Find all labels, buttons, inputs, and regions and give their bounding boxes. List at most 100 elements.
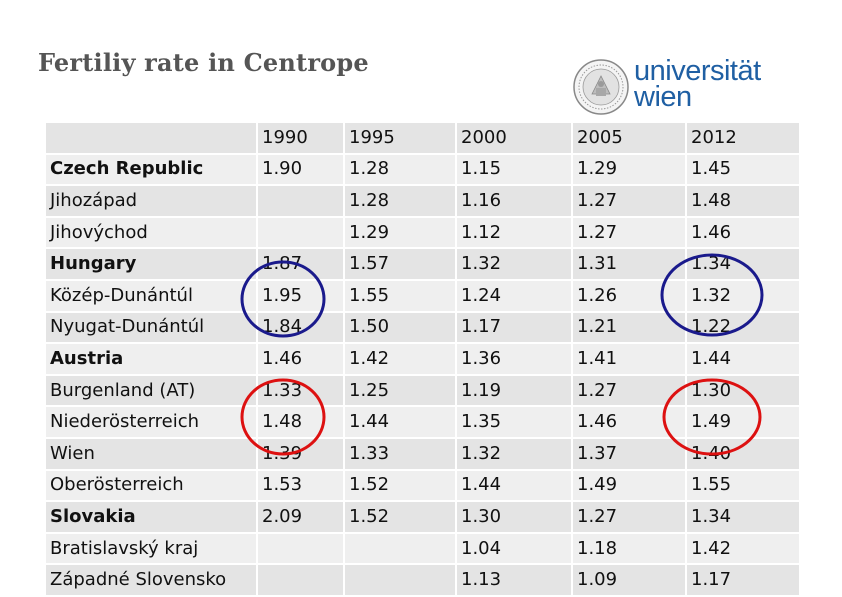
fertility-value-cell: 1.29 — [571, 152, 687, 187]
header-cell-year: 2000 — [455, 121, 573, 155]
fertility-value-cell: 1.46 — [571, 405, 687, 439]
table-row: Burgenland (AT) 1.33 1.25 1.19 1.27 1.30 — [44, 373, 801, 408]
fertility-value-cell: 1.50 — [343, 310, 457, 345]
fertility-table: 1990 1995 2000 2005 2012 Czech Republic 1.90 1.… — [44, 121, 801, 597]
region-label: Jihovýchod — [44, 215, 258, 250]
fertility-value-cell — [256, 563, 345, 597]
fertility-value-cell: 1.55 — [343, 278, 457, 313]
fertility-value-cell: 1.28 — [343, 184, 457, 218]
fertility-value-cell: 1.16 — [455, 184, 573, 218]
table-row: Nyugat-Dunántúl 1.84 1.50 1.17 1.21 1.22 — [44, 310, 801, 345]
fertility-value-cell: 1.52 — [343, 500, 457, 534]
fertility-value-cell — [343, 563, 457, 597]
table-row: Niederösterreich 1.48 1.44 1.35 1.46 1.49 — [44, 405, 801, 439]
fertility-value-cell: 1.41 — [571, 342, 687, 376]
region-label: Nyugat-Dunántúl — [44, 310, 258, 345]
table-row: Bratislavský kraj 1.04 1.18 1.42 — [44, 531, 801, 566]
table-row: Közép-Dunántúl 1.95 1.55 1.24 1.26 1.32 — [44, 278, 801, 313]
fertility-value-cell: 1.34 — [685, 500, 801, 534]
region-label: Burgenland (AT) — [44, 373, 258, 408]
header-cell-year: 1995 — [343, 121, 457, 155]
fertility-value-cell: 1.36 — [455, 342, 573, 376]
fertility-value-cell: 1.24 — [455, 278, 573, 313]
fertility-value-cell: 1.18 — [571, 531, 687, 566]
table-row: Oberösterreich 1.53 1.52 1.44 1.49 1.55 — [44, 468, 801, 503]
fertility-value-cell: 1.12 — [455, 215, 573, 250]
fertility-value-cell: 1.90 — [256, 152, 345, 187]
region-label: Közép-Dunántúl — [44, 278, 258, 313]
fertility-value-cell: 1.46 — [685, 215, 801, 250]
table-row: Wien 1.39 1.33 1.32 1.37 1.40 — [44, 436, 801, 471]
fertility-value-cell: 1.31 — [571, 247, 687, 281]
region-label: Czech Republic — [44, 152, 258, 187]
fertility-value-cell: 1.95 — [256, 278, 345, 313]
table-row: Jihovýchod 1.29 1.12 1.27 1.46 — [44, 215, 801, 250]
fertility-value-cell: 1.30 — [455, 500, 573, 534]
fertility-value-cell: 1.35 — [455, 405, 573, 439]
logo-line1: universität — [634, 55, 761, 87]
region-label: Oberösterreich — [44, 468, 258, 503]
fertility-value-cell: 1.49 — [571, 468, 687, 503]
fertility-value-cell: 1.27 — [571, 500, 687, 534]
fertility-value-cell: 1.09 — [571, 563, 687, 597]
fertility-value-cell: 1.42 — [685, 531, 801, 566]
fertility-value-cell: 1.84 — [256, 310, 345, 345]
fertility-value-cell: 1.30 — [685, 373, 801, 408]
fertility-value-cell: 1.55 — [685, 468, 801, 503]
university-seal-icon — [573, 59, 629, 115]
region-label: Niederösterreich — [44, 405, 258, 439]
fertility-value-cell — [256, 531, 345, 566]
header-cell-year: 2005 — [571, 121, 687, 155]
fertility-value-cell: 1.21 — [571, 310, 687, 345]
table-row: Czech Republic 1.90 1.28 1.15 1.29 1.45 — [44, 152, 801, 187]
fertility-value-cell: 1.44 — [455, 468, 573, 503]
fertility-value-cell: 1.87 — [256, 247, 345, 281]
fertility-value-cell: 1.19 — [455, 373, 573, 408]
fertility-value-cell: 1.28 — [343, 152, 457, 187]
fertility-value-cell: 1.27 — [571, 184, 687, 218]
fertility-value-cell: 1.48 — [685, 184, 801, 218]
fertility-value-cell: 1.33 — [256, 373, 345, 408]
fertility-value-cell: 1.34 — [685, 247, 801, 281]
fertility-value-cell: 1.44 — [685, 342, 801, 376]
table-row: Austria 1.46 1.42 1.36 1.41 1.44 — [44, 342, 801, 376]
slide-title: Fertiliy rate in Centrope — [38, 48, 369, 77]
fertility-value-cell: 1.17 — [685, 563, 801, 597]
university-logo: universität wien — [572, 55, 787, 118]
header-cell-blank — [44, 121, 258, 155]
fertility-value-cell: 1.53 — [256, 468, 345, 503]
header-cell-year: 2012 — [685, 121, 801, 155]
fertility-value-cell: 1.32 — [455, 247, 573, 281]
fertility-value-cell: 1.49 — [685, 405, 801, 439]
fertility-value-cell: 1.33 — [343, 436, 457, 471]
fertility-value-cell: 1.13 — [455, 563, 573, 597]
fertility-value-cell: 1.45 — [685, 152, 801, 187]
fertility-value-cell: 1.15 — [455, 152, 573, 187]
fertility-value-cell: 1.37 — [571, 436, 687, 471]
fertility-value-cell: 1.32 — [455, 436, 573, 471]
table-row: Hungary 1.87 1.57 1.32 1.31 1.34 — [44, 247, 801, 281]
fertility-value-cell: 2.09 — [256, 500, 345, 534]
fertility-value-cell: 1.22 — [685, 310, 801, 345]
fertility-value-cell: 1.57 — [343, 247, 457, 281]
fertility-value-cell: 1.32 — [685, 278, 801, 313]
fertility-value-cell: 1.26 — [571, 278, 687, 313]
logo-line2: wien — [634, 81, 692, 113]
fertility-value-cell — [343, 531, 457, 566]
fertility-value-cell: 1.04 — [455, 531, 573, 566]
fertility-table-body: 1990 1995 2000 2005 2012 Czech Republic 1.90 1.… — [44, 121, 801, 597]
fertility-value-cell: 1.25 — [343, 373, 457, 408]
fertility-value-cell: 1.27 — [571, 373, 687, 408]
fertility-value-cell: 1.39 — [256, 436, 345, 471]
region-label: Hungary — [44, 247, 258, 281]
fertility-value-cell: 1.17 — [455, 310, 573, 345]
region-label: Slovakia — [44, 500, 258, 534]
fertility-value-cell: 1.48 — [256, 405, 345, 439]
region-label: Wien — [44, 436, 258, 471]
table-row: Jihozápad 1.28 1.16 1.27 1.48 — [44, 184, 801, 218]
fertility-value-cell — [256, 184, 345, 218]
header-cell-year: 1990 — [256, 121, 345, 155]
fertility-value-cell: 1.46 — [256, 342, 345, 376]
fertility-value-cell: 1.27 — [571, 215, 687, 250]
fertility-value-cell — [256, 215, 345, 250]
